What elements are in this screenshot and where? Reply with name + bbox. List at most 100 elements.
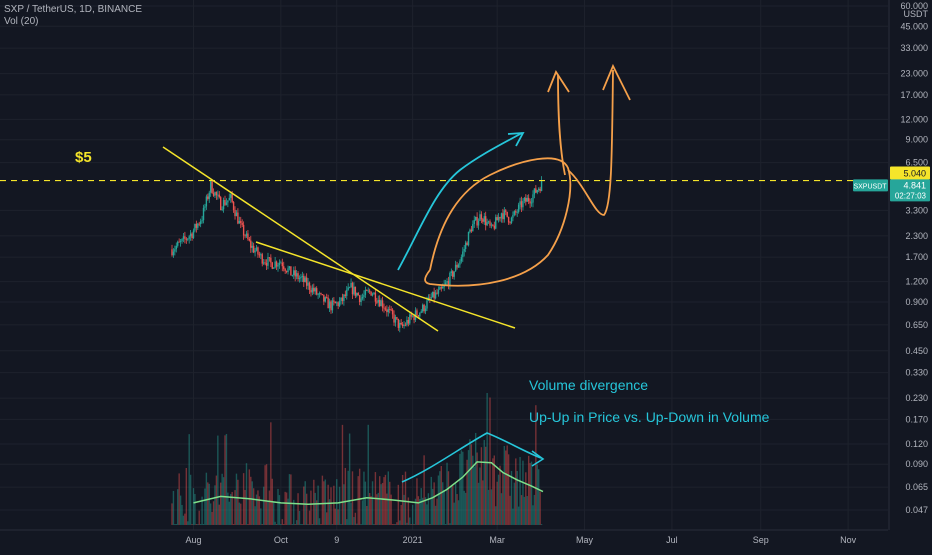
volume-bar — [311, 524, 314, 525]
volume-bar — [399, 520, 401, 525]
volume-bar — [380, 484, 382, 525]
candle-body — [472, 224, 474, 232]
volume-bar — [217, 435, 219, 525]
candle-body — [179, 241, 182, 243]
volume-bar — [227, 492, 229, 525]
price-tick-label: 60.000 — [900, 1, 928, 11]
time-tick-label: May — [576, 535, 594, 545]
volume-bar — [499, 465, 501, 525]
candle-body — [337, 302, 339, 306]
volume-bar — [201, 496, 203, 525]
volume-bar — [250, 476, 252, 525]
price-tick-label: 0.120 — [905, 439, 928, 449]
volume-bar — [310, 490, 312, 525]
volume-bar — [457, 500, 460, 525]
candle-body — [281, 262, 283, 267]
price-axis[interactable]: 60.000 45.000 33.000 23.000 17.000 12.000 9.00… — [853, 0, 930, 530]
candle-body — [507, 216, 510, 223]
indicator-line[interactable]: Vol (20) — [4, 16, 39, 27]
volume-bar — [423, 455, 425, 525]
candle-body — [462, 251, 464, 258]
candle-body — [361, 297, 364, 299]
volume-bar — [264, 465, 266, 525]
volume-bar — [357, 476, 359, 525]
candle-body — [217, 194, 219, 196]
volume-bar — [334, 508, 336, 525]
price-tick-label: 3.300 — [905, 205, 928, 215]
candle-body — [192, 230, 195, 238]
volume-bar — [360, 524, 362, 525]
candle-body — [477, 220, 480, 226]
volume-bar — [500, 493, 503, 525]
volume-bar — [409, 517, 411, 525]
candle-body — [411, 315, 414, 317]
candle-body — [198, 223, 200, 225]
volume-bar — [429, 524, 431, 525]
time-tick-label: 9 — [334, 535, 339, 545]
volume-bar — [391, 524, 394, 525]
candle-body — [509, 222, 511, 224]
volume-bar — [209, 503, 212, 525]
volume-bar — [336, 479, 338, 525]
candle-body — [214, 192, 216, 196]
candle-body — [447, 281, 450, 286]
candle-body — [258, 254, 261, 256]
volume-bar — [517, 506, 520, 525]
candle-body — [387, 309, 389, 313]
candle-body — [434, 292, 437, 299]
volume-bar — [218, 504, 220, 525]
volume-bar — [459, 453, 461, 525]
volume-bar — [370, 496, 372, 525]
candle-body — [532, 194, 534, 203]
candle-body — [280, 262, 282, 264]
orange-arrowhead-left — [547, 70, 570, 93]
volume-bar — [305, 493, 308, 525]
candle-body — [241, 223, 243, 225]
volume-bar — [464, 492, 467, 525]
candle-body — [366, 290, 368, 291]
candle-body — [334, 301, 336, 304]
candle-body — [318, 293, 321, 295]
candles — [171, 176, 543, 333]
volume-bar — [515, 458, 517, 525]
volume-bar — [328, 499, 331, 525]
volume-bar — [447, 471, 450, 525]
volume-bar — [178, 473, 180, 525]
candle-body — [364, 290, 367, 295]
candle-body — [450, 271, 453, 274]
candle-body — [327, 297, 329, 309]
volume-bar — [202, 524, 205, 525]
candle-body — [426, 300, 428, 309]
volume-bar — [241, 524, 243, 525]
candle-body — [175, 245, 177, 250]
volume-bars — [171, 393, 544, 525]
candle-body — [320, 293, 322, 295]
volume-bar — [215, 475, 218, 525]
volume-bar — [532, 505, 534, 525]
last-price-tag: 4.841 — [903, 180, 926, 190]
volume-bar — [538, 469, 540, 525]
symbol-line[interactable]: SXP / TetherUS, 1D, BINANCE — [4, 4, 143, 15]
candle-body — [273, 267, 275, 269]
price-tick-label: 1.200 — [905, 277, 928, 287]
volume-bar — [433, 482, 435, 525]
candle-body — [401, 324, 404, 327]
candle-body — [271, 262, 273, 269]
volume-bar — [444, 524, 447, 525]
candle-body — [486, 222, 488, 226]
volume-bar — [377, 492, 379, 525]
volume-bar — [245, 463, 248, 525]
candle-body — [234, 209, 236, 217]
volume-bar — [432, 488, 434, 525]
volume-bar — [513, 482, 516, 525]
time-axis[interactable]: Aug Oct 9 2021 Mar May Jul Sep Nov — [0, 529, 888, 545]
volume-bar — [516, 471, 518, 525]
candle-body — [505, 210, 507, 212]
candle-body — [413, 315, 415, 320]
orange-arrowhead-right — [602, 63, 631, 101]
volume-bar — [439, 471, 441, 525]
candle-body — [525, 197, 527, 202]
volume-bar — [527, 455, 530, 525]
